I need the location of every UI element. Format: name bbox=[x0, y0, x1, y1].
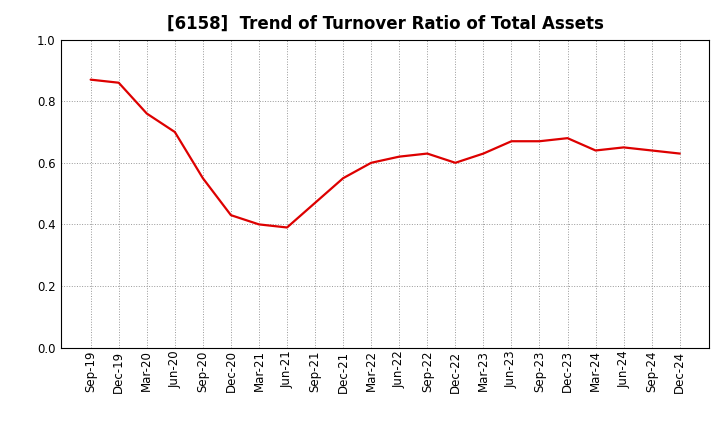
Title: [6158]  Trend of Turnover Ratio of Total Assets: [6158] Trend of Turnover Ratio of Total … bbox=[167, 15, 603, 33]
